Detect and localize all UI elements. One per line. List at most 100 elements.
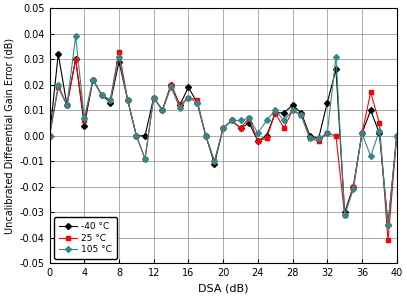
- -40 °C: [359, 131, 364, 135]
- 105 °C: [290, 108, 295, 112]
- 105 °C: [177, 106, 182, 109]
- -40 °C: [73, 58, 78, 61]
- -40 °C: [47, 134, 52, 138]
- 25 °C: [325, 131, 330, 135]
- 105 °C: [273, 108, 278, 112]
- 105 °C: [160, 108, 165, 112]
- 105 °C: [116, 55, 121, 58]
- -40 °C: [282, 111, 287, 115]
- 105 °C: [90, 78, 95, 81]
- Legend: -40 °C, 25 °C, 105 °C: -40 °C, 25 °C, 105 °C: [54, 218, 116, 259]
- -40 °C: [108, 101, 113, 104]
- -40 °C: [325, 101, 330, 104]
- -40 °C: [264, 134, 269, 138]
- -40 °C: [342, 211, 347, 214]
- 25 °C: [116, 50, 121, 53]
- -40 °C: [116, 60, 121, 63]
- 105 °C: [230, 119, 234, 122]
- -40 °C: [290, 103, 295, 107]
- 105 °C: [204, 134, 208, 138]
- -40 °C: [333, 68, 338, 71]
- 105 °C: [385, 223, 390, 227]
- 105 °C: [282, 119, 287, 122]
- 25 °C: [90, 78, 95, 81]
- 105 °C: [394, 134, 399, 138]
- 25 °C: [160, 108, 165, 112]
- 105 °C: [333, 55, 338, 58]
- 105 °C: [256, 131, 260, 135]
- 25 °C: [247, 116, 252, 120]
- 105 °C: [307, 136, 312, 140]
- 25 °C: [73, 58, 78, 61]
- 105 °C: [64, 103, 69, 107]
- 25 °C: [221, 126, 225, 130]
- -40 °C: [212, 162, 217, 166]
- 25 °C: [108, 98, 113, 102]
- -40 °C: [90, 78, 95, 81]
- 25 °C: [394, 134, 399, 138]
- -40 °C: [256, 139, 260, 143]
- 105 °C: [56, 83, 61, 86]
- 25 °C: [212, 159, 217, 163]
- 105 °C: [238, 119, 243, 122]
- 105 °C: [47, 134, 52, 138]
- 25 °C: [316, 139, 321, 143]
- 25 °C: [47, 134, 52, 138]
- 105 °C: [73, 35, 78, 38]
- 105 °C: [134, 134, 139, 138]
- 25 °C: [151, 96, 156, 99]
- -40 °C: [186, 86, 191, 89]
- -40 °C: [307, 134, 312, 138]
- 25 °C: [125, 98, 130, 102]
- -40 °C: [125, 98, 130, 102]
- -40 °C: [168, 83, 173, 86]
- 105 °C: [212, 159, 217, 163]
- -40 °C: [195, 101, 199, 104]
- 25 °C: [56, 86, 61, 89]
- -40 °C: [142, 134, 147, 138]
- 25 °C: [264, 136, 269, 140]
- -40 °C: [299, 111, 304, 115]
- 25 °C: [64, 103, 69, 107]
- 25 °C: [359, 131, 364, 135]
- -40 °C: [385, 223, 390, 227]
- 25 °C: [204, 134, 208, 138]
- 25 °C: [238, 126, 243, 130]
- 25 °C: [99, 93, 104, 97]
- 25 °C: [256, 139, 260, 143]
- 105 °C: [108, 98, 113, 102]
- -40 °C: [56, 52, 61, 56]
- 105 °C: [82, 116, 87, 120]
- -40 °C: [316, 136, 321, 140]
- -40 °C: [351, 185, 356, 189]
- 105 °C: [325, 131, 330, 135]
- 105 °C: [151, 96, 156, 99]
- -40 °C: [151, 96, 156, 99]
- -40 °C: [204, 134, 208, 138]
- Line: 25 °C: 25 °C: [48, 49, 399, 243]
- -40 °C: [177, 103, 182, 107]
- -40 °C: [273, 111, 278, 115]
- -40 °C: [82, 124, 87, 127]
- 25 °C: [273, 111, 278, 115]
- 25 °C: [82, 119, 87, 122]
- -40 °C: [394, 134, 399, 138]
- -40 °C: [160, 108, 165, 112]
- Line: 105 °C: 105 °C: [48, 34, 399, 227]
- 105 °C: [99, 93, 104, 97]
- -40 °C: [247, 121, 252, 125]
- 25 °C: [230, 119, 234, 122]
- 105 °C: [168, 86, 173, 89]
- 105 °C: [359, 131, 364, 135]
- 105 °C: [195, 101, 199, 104]
- 25 °C: [299, 114, 304, 117]
- -40 °C: [99, 93, 104, 97]
- 105 °C: [125, 98, 130, 102]
- 25 °C: [333, 134, 338, 138]
- 25 °C: [134, 134, 139, 138]
- X-axis label: DSA (dB): DSA (dB): [198, 284, 248, 294]
- 25 °C: [307, 136, 312, 140]
- 25 °C: [385, 239, 390, 242]
- 105 °C: [342, 213, 347, 217]
- 25 °C: [186, 96, 191, 99]
